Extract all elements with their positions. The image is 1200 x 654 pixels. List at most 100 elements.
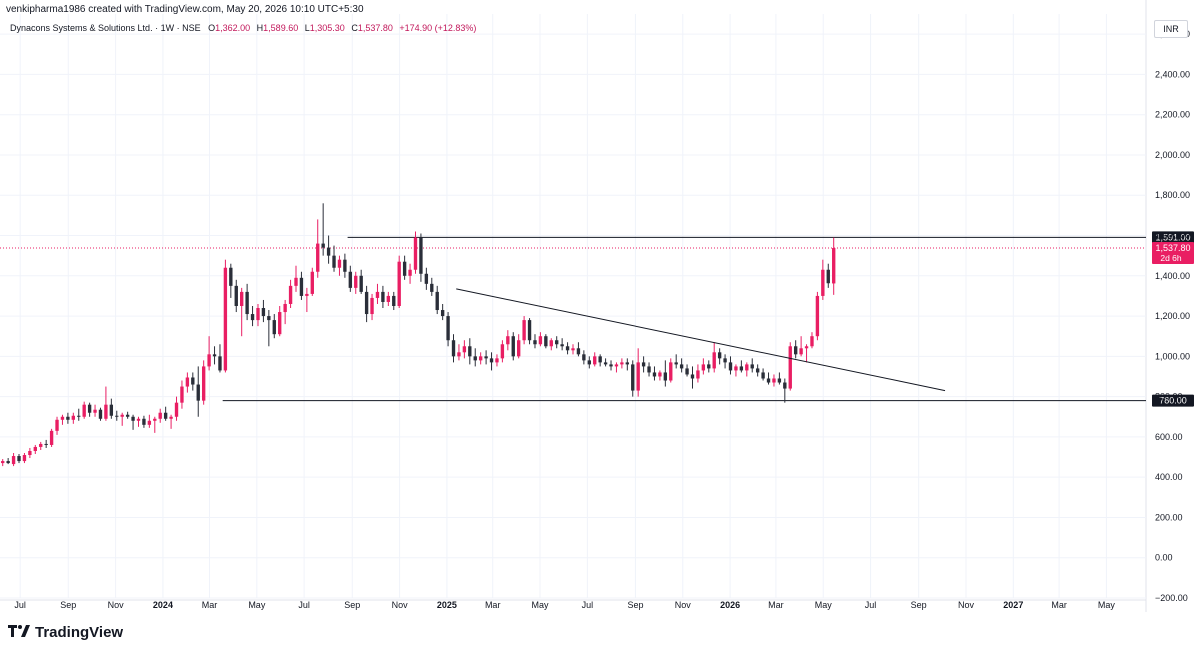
candle-body xyxy=(343,259,347,272)
candle-body xyxy=(750,364,754,369)
candle-body xyxy=(66,416,70,420)
candle-body xyxy=(549,340,553,347)
x-tick-label: Sep xyxy=(911,600,927,610)
candle-body xyxy=(294,277,298,286)
candle-body xyxy=(142,418,146,425)
candle-body xyxy=(272,320,276,335)
y-tick-label: 1,200.00 xyxy=(1155,311,1190,321)
x-tick-label: Jul xyxy=(298,600,310,610)
candle-body xyxy=(544,336,548,347)
x-tick-label: 2027 xyxy=(1003,600,1023,610)
candle-body xyxy=(49,430,54,445)
x-tick-label: 2025 xyxy=(437,600,457,610)
low-value: 1,305.30 xyxy=(309,23,345,33)
candle-body xyxy=(397,261,401,306)
candle-body xyxy=(44,443,48,445)
candle-body xyxy=(386,295,391,302)
candle-body xyxy=(701,364,706,371)
candle-body xyxy=(185,377,190,387)
x-tick-label: Nov xyxy=(675,600,692,610)
last-price-tag xyxy=(1152,242,1194,265)
candle-body xyxy=(261,308,266,317)
candle-body xyxy=(321,243,325,248)
candle-body xyxy=(614,364,619,367)
x-tick-label: May xyxy=(532,600,550,610)
candle-body xyxy=(587,360,591,365)
time-axis[interactable]: Jul Sep Nov 2024 Mar May Jul Sep Nov 2025 Mar May Ju… xyxy=(14,600,1115,610)
candle-body xyxy=(419,237,423,274)
candle-body xyxy=(1,461,5,464)
tradingview-branding[interactable]: TradingView xyxy=(8,624,123,641)
candle-body xyxy=(788,346,792,389)
tradingview-brand-text: TradingView xyxy=(35,624,124,641)
candle-body xyxy=(392,295,396,306)
currency-selector[interactable]: INR xyxy=(1154,20,1188,38)
candle-body xyxy=(593,356,597,365)
y-tick-label: 2,400.00 xyxy=(1155,69,1190,79)
x-tick-label: 2026 xyxy=(720,600,740,610)
candle-body xyxy=(658,372,662,377)
candle-body xyxy=(777,378,782,383)
candle-body xyxy=(440,310,445,317)
candle-body xyxy=(424,273,429,284)
candle-body xyxy=(413,237,418,270)
candle-body xyxy=(435,291,439,311)
candle-body xyxy=(370,297,374,315)
candle-body xyxy=(598,356,602,363)
candle-body xyxy=(82,404,86,417)
candle-body xyxy=(712,352,716,369)
candle-body xyxy=(174,402,179,417)
candle-body xyxy=(609,364,613,367)
candle-body xyxy=(815,295,820,337)
candle-body xyxy=(772,378,776,383)
candle-body xyxy=(783,382,787,389)
candle-body xyxy=(354,275,358,288)
candle-body xyxy=(500,344,505,359)
candle-body xyxy=(533,340,537,345)
level-price-label: 1,591.00 xyxy=(1155,232,1190,242)
candle-body xyxy=(212,354,217,357)
y-tick-label: 600.00 xyxy=(1155,432,1183,442)
candle-body xyxy=(745,364,749,371)
candle-body xyxy=(163,412,168,419)
candle-body xyxy=(717,352,722,359)
candle-body xyxy=(696,370,700,379)
candle-body xyxy=(576,348,581,355)
x-tick-label: Mar xyxy=(768,600,784,610)
chart-grid xyxy=(0,0,1147,612)
candle-body xyxy=(484,356,488,359)
candle-body xyxy=(451,340,456,357)
change-value: +174.90 (+12.83%) xyxy=(399,23,477,33)
candle-body xyxy=(147,420,152,425)
candle-body xyxy=(77,415,81,417)
candle-body xyxy=(478,356,483,361)
x-tick-label: Mar xyxy=(1051,600,1067,610)
price-axis[interactable]: −200.00 0.00 200.00 400.00 600.00 800.00 1,000… xyxy=(1155,29,1190,603)
candle-body xyxy=(326,247,331,256)
level-price-label: 780.00 xyxy=(1159,396,1187,406)
candle-body xyxy=(299,277,304,296)
candle-body xyxy=(256,308,260,321)
trendline[interactable] xyxy=(456,288,946,392)
candle-body xyxy=(348,271,353,288)
candle-body xyxy=(517,340,521,357)
candle-body xyxy=(310,271,314,294)
candle-body xyxy=(359,275,363,292)
symbol-legend: Dynacons Systems & Solutions Ltd. · 1W ·… xyxy=(10,23,480,33)
candle-body xyxy=(22,455,27,462)
candle-body xyxy=(33,446,37,451)
candle-body xyxy=(98,409,103,419)
candle-body xyxy=(625,362,629,365)
open-label: O xyxy=(208,23,216,33)
candle-body xyxy=(109,404,114,416)
candle-body xyxy=(337,259,342,268)
descending-trendline xyxy=(456,288,946,392)
y-tick-label: 2,000.00 xyxy=(1155,150,1190,160)
y-tick-label: 200.00 xyxy=(1155,512,1183,522)
candle-body xyxy=(125,414,130,417)
candle-body xyxy=(136,418,141,421)
candle-body xyxy=(489,358,494,363)
symbol-name: Dynacons Systems & Solutions Ltd. · 1W ·… xyxy=(10,23,201,33)
candle-body xyxy=(560,344,564,347)
